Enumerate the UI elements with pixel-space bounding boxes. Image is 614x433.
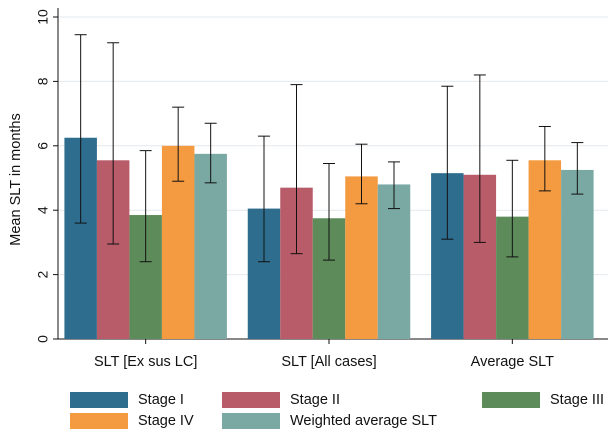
legend-item-stage-i: Stage I bbox=[70, 392, 184, 408]
x-tick-label: SLT [All cases] bbox=[281, 354, 376, 370]
legend-item-stage-ii: Stage II bbox=[222, 392, 340, 408]
legend-swatch bbox=[222, 392, 280, 408]
y-tick-label: 10 bbox=[35, 9, 51, 25]
x-tick-label: SLT [Ex sus LC] bbox=[94, 354, 197, 370]
y-tick-label: 4 bbox=[35, 206, 51, 214]
legend-swatch bbox=[222, 413, 280, 429]
legend-item-stage-iii: Stage III bbox=[482, 392, 604, 408]
bar-chart: 0 2 4 6 8 10 Mean SLT in months SLT [Ex sus LC]… bbox=[8, 8, 608, 370]
legend-item-stage-iv: Stage IV bbox=[70, 413, 194, 429]
legend-swatch bbox=[70, 392, 128, 408]
bar bbox=[194, 153, 227, 339]
legend-item-weighted-average: Weighted average SLT bbox=[222, 413, 437, 429]
y-tick-label: 2 bbox=[35, 270, 51, 278]
legend-swatch bbox=[70, 413, 128, 429]
y-tick-label: 6 bbox=[35, 142, 51, 150]
bar bbox=[377, 184, 411, 339]
legend: Stage I Stage II Stage III Stage IV Weig… bbox=[0, 384, 614, 433]
y-tick-label: 8 bbox=[35, 77, 51, 85]
legend-label: Stage III bbox=[550, 392, 605, 408]
legend-label: Stage IV bbox=[138, 413, 194, 429]
x-tick-label: Average SLT bbox=[471, 354, 554, 370]
legend-label: Stage I bbox=[138, 392, 184, 408]
legend-label: Weighted average SLT bbox=[290, 413, 437, 429]
bar bbox=[561, 169, 594, 339]
legend-label: Stage II bbox=[290, 392, 340, 408]
y-axis-label: Mean SLT in months bbox=[8, 113, 24, 245]
legend-swatch bbox=[482, 392, 540, 408]
y-tick-label: 0 bbox=[35, 335, 51, 343]
